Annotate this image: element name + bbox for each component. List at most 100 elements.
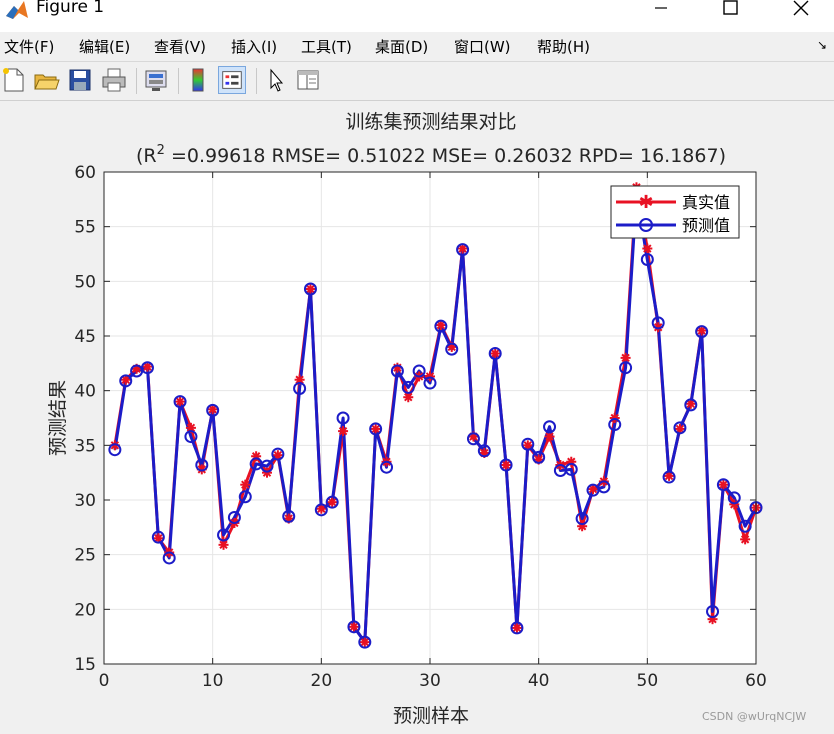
y-tick-label: 40 bbox=[74, 382, 96, 402]
pred-point-marker bbox=[619, 361, 633, 375]
pred-point-marker bbox=[227, 510, 241, 524]
pred-point-marker bbox=[456, 243, 470, 257]
pred-point-marker bbox=[325, 495, 339, 509]
pred-point-marker bbox=[108, 443, 122, 457]
pred-point-marker bbox=[380, 460, 394, 474]
pred-point-marker bbox=[390, 364, 404, 378]
minimize-icon[interactable] bbox=[634, 0, 688, 20]
link-plot-icon[interactable] bbox=[142, 66, 170, 94]
real-point-marker bbox=[740, 534, 751, 545]
menu-window[interactable]: 窗口(W) bbox=[454, 38, 511, 56]
pred-point-marker bbox=[162, 551, 176, 565]
legend-pred-label: 预测值 bbox=[682, 216, 730, 235]
menu-insert[interactable]: 插入(I) bbox=[231, 38, 278, 56]
menu-edit[interactable]: 编辑(E) bbox=[79, 38, 131, 56]
menu-tools[interactable]: 工具(T) bbox=[301, 38, 352, 56]
real-point-marker bbox=[327, 497, 338, 508]
y-tick-label: 55 bbox=[74, 218, 96, 238]
pred-point-marker bbox=[217, 528, 231, 542]
save-icon[interactable] bbox=[66, 66, 94, 94]
y-tick-label: 60 bbox=[74, 163, 96, 183]
pred-point-marker bbox=[336, 411, 350, 425]
x-tick-label: 30 bbox=[419, 671, 441, 691]
pred-point-marker bbox=[293, 381, 307, 395]
real-point-marker bbox=[142, 361, 153, 372]
legend-real-label: 真实值 bbox=[682, 193, 730, 212]
pred-point-marker bbox=[499, 458, 513, 472]
real-point-marker bbox=[338, 426, 349, 437]
real-point-marker bbox=[109, 440, 120, 451]
real-point-marker bbox=[272, 450, 283, 461]
pred-point-marker bbox=[695, 325, 709, 339]
pred-point-marker bbox=[140, 361, 154, 375]
pred-point-marker bbox=[260, 459, 274, 473]
pred-point-marker bbox=[597, 480, 611, 494]
series-lines bbox=[113, 185, 758, 644]
real-point-marker bbox=[359, 637, 370, 648]
real-point-marker bbox=[348, 621, 359, 632]
edit-plot-icon[interactable] bbox=[262, 66, 290, 94]
menu-dock-arrow-icon[interactable]: ↘ bbox=[817, 38, 828, 52]
real-point-marker bbox=[642, 243, 653, 254]
pred-point-marker bbox=[412, 364, 426, 378]
pred-point-marker bbox=[727, 491, 741, 505]
real-point-marker bbox=[294, 374, 305, 385]
legend[interactable]: ✱ 真实值 预测值 bbox=[610, 185, 740, 239]
pred-point-marker bbox=[282, 509, 296, 523]
pred-point-marker bbox=[662, 470, 676, 484]
pred-point-marker bbox=[608, 418, 622, 432]
real-point-marker bbox=[457, 243, 468, 254]
menu-help[interactable]: 帮助(H) bbox=[537, 38, 590, 56]
print-icon[interactable] bbox=[100, 66, 128, 94]
pred-point-marker bbox=[651, 316, 665, 330]
close-icon[interactable] bbox=[774, 0, 828, 20]
window-title: Figure 1 bbox=[36, 0, 105, 17]
watermark: CSDN @wUrqNCJW bbox=[702, 710, 807, 723]
figure-canvas: 0 10 20 30 40 50 60 15 20 25 30 35 40 45 50 55 60 训练集预测结… bbox=[47, 111, 767, 727]
real-point-marker bbox=[501, 460, 512, 471]
real-point-marker bbox=[685, 398, 696, 409]
menu-view[interactable]: 查看(V) bbox=[154, 38, 206, 56]
legend-box bbox=[610, 185, 740, 239]
chart-title: 训练集预测结果对比 bbox=[345, 111, 516, 133]
menu-desktop[interactable]: 桌面(D) bbox=[375, 38, 429, 56]
pred-point-marker bbox=[206, 403, 220, 417]
open-file-icon[interactable] bbox=[32, 66, 60, 94]
real-point-marker bbox=[718, 479, 729, 490]
x-tick-label: 40 bbox=[528, 671, 550, 691]
real-point-marker bbox=[240, 479, 251, 490]
x-tick-label: 0 bbox=[99, 671, 110, 691]
property-inspector-icon[interactable] bbox=[294, 66, 322, 94]
new-figure-icon[interactable] bbox=[0, 66, 28, 94]
toolbar bbox=[0, 61, 834, 101]
pred-point-marker bbox=[738, 519, 752, 533]
pred-point-marker bbox=[510, 621, 524, 635]
y-axis-label: 预测结果 bbox=[47, 380, 69, 456]
pred-point-marker bbox=[434, 319, 448, 333]
real-point-marker bbox=[696, 325, 707, 336]
real-point-marker bbox=[175, 396, 186, 407]
series-markers bbox=[108, 182, 763, 649]
menu-bar: 文件(F) 编辑(E) 查看(V) 插入(I) 工具(T) 桌面(D) 窗口(W… bbox=[0, 32, 834, 60]
pred-point-marker bbox=[401, 380, 415, 394]
y-tick-label: 45 bbox=[74, 327, 96, 347]
real-point-marker bbox=[305, 283, 316, 294]
menu-file[interactable]: 文件(F) bbox=[4, 38, 55, 56]
x-tick-label: 60 bbox=[745, 671, 767, 691]
insert-legend-icon[interactable] bbox=[218, 66, 246, 94]
real-point-marker bbox=[316, 503, 327, 514]
y-tick-label: 15 bbox=[74, 655, 96, 675]
real-point-marker bbox=[153, 533, 164, 544]
legend-pred-marker bbox=[639, 218, 653, 232]
pred-point-marker bbox=[238, 490, 252, 504]
matlab-logo-icon bbox=[6, 1, 28, 19]
y-tick-label: 35 bbox=[74, 436, 96, 456]
pred-point-marker bbox=[303, 282, 317, 296]
insert-colorbar-icon[interactable] bbox=[184, 66, 212, 94]
pred-point-marker bbox=[564, 462, 578, 476]
x-tick-label: 20 bbox=[311, 671, 333, 691]
series-pred-line bbox=[113, 192, 758, 644]
pred-point-marker bbox=[477, 444, 491, 458]
x-tick-label: 10 bbox=[202, 671, 224, 691]
maximize-icon[interactable] bbox=[704, 0, 758, 20]
